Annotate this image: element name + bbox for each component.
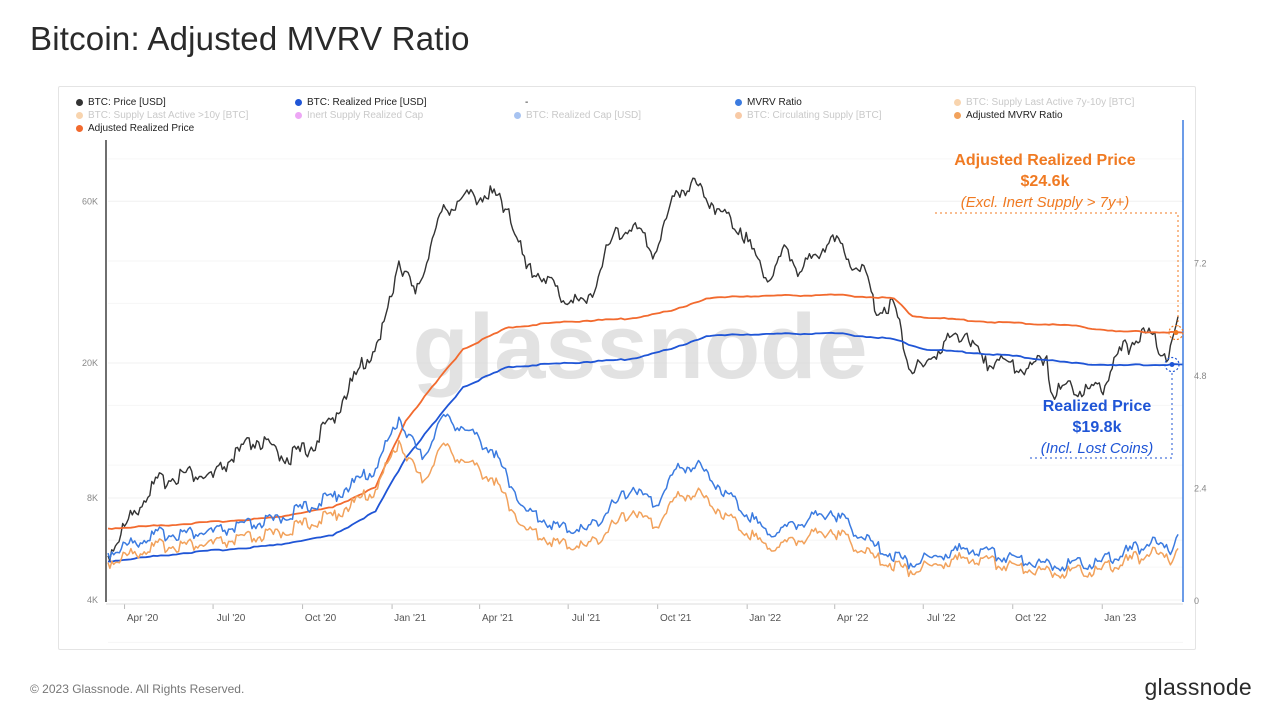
legend-item[interactable]: BTC: Realized Cap [USD]	[514, 110, 641, 121]
legend-item[interactable]: Adjusted Realized Price	[76, 123, 194, 134]
realized-marker-dot	[1169, 362, 1175, 368]
legend-item[interactable]: BTC: Price [USD]	[76, 97, 166, 108]
series-line	[107, 293, 1184, 530]
legend-dot-icon	[295, 112, 302, 119]
y-right-tick-label: 2.4	[1194, 484, 1207, 494]
x-tick-label: Jul '20	[217, 613, 246, 624]
legend-label: BTC: Realized Cap [USD]	[526, 110, 642, 121]
annotation-realized-value: $19.8k	[1072, 419, 1122, 436]
legend-dot-icon	[735, 112, 742, 119]
legend-dot-icon	[295, 99, 302, 106]
x-tick-label: Oct '20	[305, 613, 337, 624]
footer-brand-logo[interactable]: glassnode	[1144, 674, 1252, 700]
x-tick-label: Jul '22	[927, 613, 956, 624]
legend-label: MVRV Ratio	[747, 97, 802, 108]
legend-label: Adjusted Realized Price	[88, 123, 195, 134]
legend-item[interactable]: -	[525, 97, 528, 108]
y-left-tick-label: 20K	[82, 358, 98, 368]
watermark: glassnode	[412, 296, 867, 398]
annotation-adjusted-realized-price: Adjusted Realized Price $24.6k (Excl. In…	[920, 150, 1170, 213]
legend-item[interactable]: BTC: Circulating Supply [BTC]	[735, 110, 882, 121]
legend-label: BTC: Supply Last Active >10y [BTC]	[88, 110, 249, 121]
chart-frame	[58, 86, 1196, 650]
legend-dot-icon	[76, 112, 83, 119]
annotation-adjusted-value: $24.6k	[1020, 173, 1070, 190]
x-tick-label: Apr '21	[482, 613, 514, 624]
legend-dot-icon	[954, 99, 961, 106]
series-line	[107, 177, 1179, 562]
legend-dot-icon	[76, 99, 83, 106]
y-left-tick-label: 8K	[87, 493, 98, 503]
adjusted-marker	[1168, 324, 1184, 341]
x-tick-label: Jan '22	[749, 613, 781, 624]
series-line	[107, 413, 1179, 572]
annotation-realized-title: Realized Price	[1042, 398, 1152, 415]
legend-dot-icon	[954, 112, 961, 119]
legend-item[interactable]: BTC: Supply Last Active 7y-10y [BTC]	[954, 97, 1134, 108]
legend-dot-icon	[735, 99, 742, 106]
series-line	[107, 331, 1184, 563]
x-tick-label: Jan '23	[1104, 613, 1136, 624]
annotation-adjusted-note: (Excl. Inert Supply > 7y+)	[960, 194, 1130, 211]
legend-item[interactable]: Adjusted MVRV Ratio	[954, 110, 1063, 121]
legend-dot-icon	[514, 112, 521, 119]
legend-item[interactable]: BTC: Realized Price [USD]	[295, 97, 426, 108]
y-left-tick-label: 60K	[82, 196, 98, 206]
x-tick-label: Apr '22	[837, 613, 869, 624]
annotation-realized-price: Realized Price $19.8k (Incl. Lost Coins)	[1003, 396, 1191, 459]
y-left-tick-label: 4K	[87, 595, 98, 605]
legend-label: BTC: Supply Last Active 7y-10y [BTC]	[966, 97, 1135, 108]
legend-item[interactable]: MVRV Ratio	[735, 97, 802, 108]
legend-label: BTC: Circulating Supply [BTC]	[747, 110, 882, 121]
adjusted-marker-dot	[1173, 330, 1179, 336]
annotation-guides	[935, 212, 1184, 459]
legend-dot-icon	[76, 125, 83, 132]
legend-label: Adjusted MVRV Ratio	[966, 110, 1063, 121]
legend-label: BTC: Price [USD]	[88, 97, 166, 108]
series-group	[107, 177, 1184, 579]
x-tick-label: Jan '21	[394, 613, 426, 624]
realized-guide-line	[1030, 372, 1173, 459]
y-right-tick-label: 0	[1194, 596, 1199, 606]
legend-item[interactable]: BTC: Supply Last Active >10y [BTC]	[76, 110, 248, 121]
legend-label: Inert Supply Realized Cap	[307, 110, 424, 121]
x-tick-label: Oct '22	[1015, 613, 1047, 624]
realized-marker	[1164, 356, 1180, 373]
adjusted-guide-line	[935, 212, 1179, 327]
axes-group: 4K 8K 20K 60K 0 2.4 4.8 7.2 Apr '20 Jul '20 Oct '2…	[82, 120, 1207, 624]
x-tick-label: Jul '21	[572, 613, 601, 624]
y-right-tick-label: 4.8	[1194, 371, 1207, 381]
annotation-adjusted-title: Adjusted Realized Price	[954, 152, 1136, 169]
footer-copyright: © 2023 Glassnode. All Rights Reserved.	[30, 682, 245, 696]
legend-label: BTC: Realized Price [USD]	[307, 97, 427, 108]
series-line	[107, 439, 1179, 579]
legend-item[interactable]: Inert Supply Realized Cap	[295, 110, 423, 121]
y-right-tick-label: 7.2	[1194, 259, 1207, 269]
x-tick-label: Apr '20	[127, 613, 159, 624]
legend-label: -	[525, 97, 529, 108]
page-title: Bitcoin: Adjusted MVRV Ratio	[30, 20, 470, 57]
annotation-realized-note: (Incl. Lost Coins)	[1040, 440, 1154, 457]
x-tick-label: Oct '21	[660, 613, 692, 624]
